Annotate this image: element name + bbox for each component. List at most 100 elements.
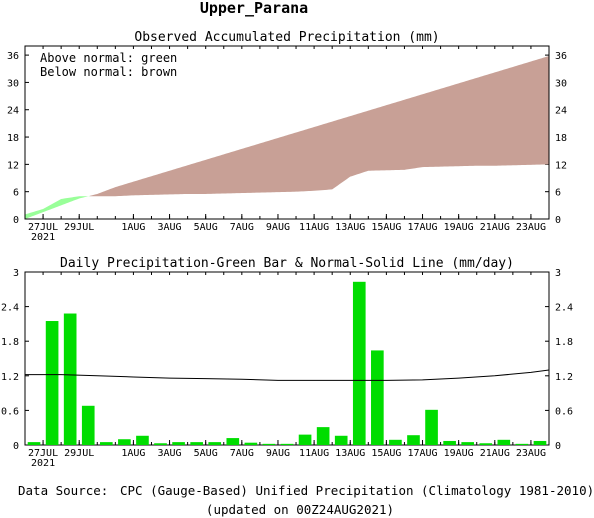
- daily-xtick-label: 11AUG: [299, 448, 329, 459]
- daily-bar: [461, 442, 475, 445]
- daily-bar: [172, 442, 185, 445]
- daily-ytick-label-right: 1.2: [555, 372, 573, 383]
- daily-plot-frame: [24, 271, 550, 446]
- daily-bar: [425, 409, 438, 445]
- accum-ytick-label-right: 6: [555, 188, 561, 199]
- daily-ytick-label-left: 0.6: [1, 406, 19, 417]
- accum-ytick-label-right: 24: [555, 106, 567, 117]
- data-source-label: Data Source:: [18, 483, 108, 498]
- daily-xtick-label: 1AUG: [121, 448, 145, 459]
- daily-bar: [515, 443, 529, 445]
- daily-bar: [244, 442, 258, 445]
- accum-xtick-label: 29JUL: [64, 222, 94, 233]
- daily-ytick-label-left: 2.4: [1, 303, 19, 314]
- daily-precip-chart: Daily Precipitation-Green Bar & Normal-S…: [1, 256, 573, 469]
- legend-below-normal: Below normal: brown: [40, 65, 177, 79]
- daily-xtick-label: 5AUG: [194, 448, 218, 459]
- daily-ytick-label-right: 1.8: [555, 337, 573, 348]
- accum-ytick-label-right: 12: [555, 160, 567, 171]
- daily-bar: [352, 281, 366, 445]
- accum-xtick-label: 9AUG: [266, 222, 290, 233]
- daily-bar: [479, 443, 493, 445]
- accum-plot-frame-top: [24, 45, 550, 220]
- daily-bar: [63, 313, 77, 445]
- below-normal-area: [90, 56, 549, 197]
- daily-title: Daily Precipitation-Green Bar & Normal-S…: [60, 256, 514, 271]
- daily-bar: [118, 439, 131, 445]
- daily-bar: [190, 442, 203, 445]
- daily-bar: [226, 438, 240, 445]
- daily-xtick-label: 23AUG: [516, 448, 546, 459]
- daily-xtick-label: 29JUL: [64, 448, 94, 459]
- data-source-text: CPC (Gauge-Based) Unified Precipitation …: [120, 483, 594, 498]
- daily-bar: [389, 439, 402, 445]
- daily-xtick-label: 17AUG: [407, 448, 437, 459]
- accum-ytick-label-left: 30: [7, 78, 19, 89]
- accum-ytick-label-left: 6: [13, 188, 19, 199]
- daily-bar: [298, 434, 312, 445]
- daily-bar: [280, 443, 294, 445]
- daily-bar: [27, 442, 41, 445]
- accum-xtick-label: 15AUG: [371, 222, 401, 233]
- daily-bar: [407, 435, 420, 445]
- daily-ytick-label-right: 3: [555, 268, 561, 279]
- accum-ytick-label-left: 24: [7, 106, 19, 117]
- daily-bar: [334, 435, 348, 445]
- normal-line: [25, 369, 550, 381]
- accum-xtick-label: 5AUG: [194, 222, 218, 233]
- daily-ytick-label-left: 1.2: [1, 372, 19, 383]
- accum-xtick-label: 11AUG: [299, 222, 329, 233]
- daily-year-label: 2021: [31, 458, 55, 469]
- accum-xtick-label: 23AUG: [516, 222, 546, 233]
- updated-text: (updated on 00Z24AUG2021): [206, 502, 394, 517]
- accum-ytick-label-right: 36: [555, 51, 567, 62]
- accum-ytick-label-left: 36: [7, 51, 19, 62]
- accum-ytick-label-left: 12: [7, 160, 19, 171]
- accum-xtick-label: 17AUG: [407, 222, 437, 233]
- daily-bar: [497, 439, 511, 445]
- daily-xtick-label: 7AUG: [230, 448, 254, 459]
- accum-title: Observed Accumulated Precipitation (mm): [134, 30, 439, 45]
- daily-ytick-label-right: 2.4: [555, 303, 573, 314]
- daily-bar: [208, 442, 222, 445]
- daily-bar: [443, 440, 456, 445]
- daily-ytick-label-left: 3: [13, 268, 19, 279]
- footer: Data Source: CPC (Gauge-Based) Unified P…: [18, 483, 594, 517]
- daily-ytick-label-right: 0: [555, 441, 561, 452]
- accum-year-label: 2021: [31, 232, 55, 243]
- accum-ytick-label-right: 18: [555, 133, 567, 144]
- accum-xtick-label: 27JUL: [28, 222, 58, 233]
- accumulated-precip-chart: Observed Accumulated Precipitation (mm) 0…: [7, 30, 567, 243]
- daily-bar: [45, 321, 59, 445]
- daily-xtick-label: 13AUG: [335, 448, 365, 459]
- daily-xtick-label: 3AUG: [158, 448, 182, 459]
- daily-bar: [99, 442, 113, 445]
- daily-xtick-label: 15AUG: [371, 448, 401, 459]
- accum-xtick-label: 7AUG: [230, 222, 254, 233]
- accum-xtick-label: 19AUG: [444, 222, 474, 233]
- daily-bar: [154, 443, 167, 445]
- accum-xtick-label: 3AUG: [158, 222, 182, 233]
- daily-bar: [371, 350, 384, 445]
- daily-xtick-label: 21AUG: [480, 448, 510, 459]
- daily-xtick-label: 27JUL: [28, 448, 58, 459]
- legend-above-normal: Above normal: green: [40, 51, 177, 65]
- daily-xtick-label: 19AUG: [444, 448, 474, 459]
- above-normal-area: [25, 195, 91, 219]
- accum-xtick-label: 21AUG: [480, 222, 510, 233]
- accum-xtick-label: 1AUG: [121, 222, 145, 233]
- daily-bar: [262, 443, 276, 445]
- daily-xtick-label: 9AUG: [266, 448, 290, 459]
- page-title: Upper_Parana: [200, 0, 308, 17]
- daily-ytick-label-left: 1.8: [1, 337, 19, 348]
- accum-ytick-label-left: 0: [13, 215, 19, 226]
- accum-ytick-label-right: 30: [555, 78, 567, 89]
- daily-bar: [533, 440, 547, 445]
- accum-ytick-label-left: 18: [7, 133, 19, 144]
- daily-ytick-label-right: 0.6: [555, 406, 573, 417]
- accum-ytick-label-right: 0: [555, 215, 561, 226]
- daily-bar: [136, 435, 149, 445]
- daily-bar: [316, 427, 330, 445]
- daily-bar: [81, 405, 95, 445]
